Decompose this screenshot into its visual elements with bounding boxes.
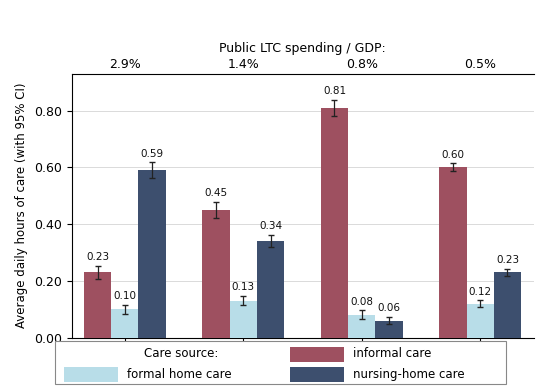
Text: 0.23: 0.23 [496, 255, 519, 265]
Text: informal care: informal care [353, 347, 431, 360]
Bar [494, 272, 521, 338]
Bar [348, 315, 375, 338]
Text: 0.10: 0.10 [113, 291, 136, 301]
Bar [230, 301, 257, 338]
Text: Care source:: Care source: [144, 347, 218, 360]
Text: 0.60: 0.60 [442, 150, 464, 160]
Bar [202, 210, 230, 338]
X-axis label: Public LTC spending / GDP:: Public LTC spending / GDP: [219, 42, 386, 55]
FancyBboxPatch shape [289, 367, 344, 382]
FancyBboxPatch shape [55, 341, 506, 384]
Y-axis label: Average daily hours of care (with 95% CI): Average daily hours of care (with 95% CI… [15, 83, 28, 328]
Text: 0.08: 0.08 [350, 297, 373, 307]
Text: formal home care: formal home care [127, 368, 232, 381]
Text: 0.13: 0.13 [232, 282, 255, 293]
Bar [321, 108, 348, 338]
FancyBboxPatch shape [289, 347, 344, 362]
Bar [257, 241, 284, 338]
Text: 0.59: 0.59 [140, 149, 163, 159]
Text: 0.34: 0.34 [259, 221, 282, 231]
Bar [139, 170, 166, 338]
Text: 0.12: 0.12 [469, 287, 492, 297]
Bar [84, 272, 111, 338]
Bar [466, 303, 494, 338]
Text: 0.23: 0.23 [86, 252, 109, 262]
Text: 0.81: 0.81 [323, 86, 346, 96]
Text: 0.06: 0.06 [377, 303, 400, 313]
FancyBboxPatch shape [64, 367, 118, 382]
Text: 0.45: 0.45 [205, 188, 228, 198]
Bar [375, 320, 403, 338]
Text: nursing-home care: nursing-home care [353, 368, 464, 381]
Bar [439, 167, 466, 338]
Bar [111, 309, 139, 338]
